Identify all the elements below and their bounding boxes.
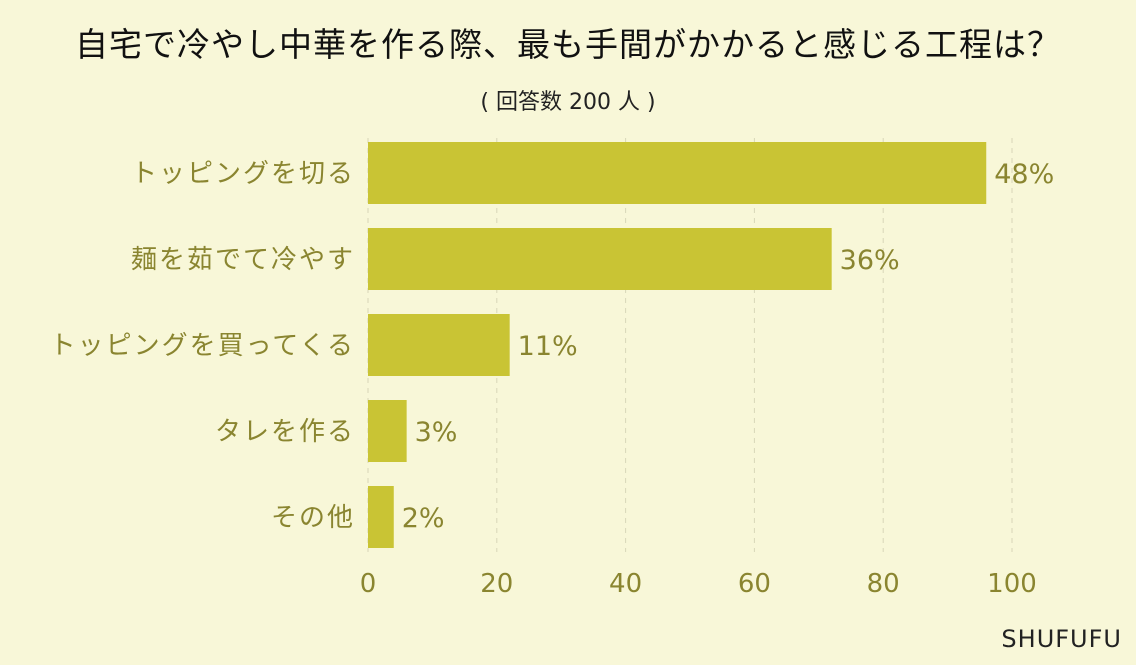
bar <box>368 228 832 290</box>
value-labels: 48% 36% 11% 3% 2% <box>402 159 1054 534</box>
category-label: トッピングを買ってくる <box>50 331 355 361</box>
chart-subtitle: ( 回答数 200 人 ) <box>480 90 656 115</box>
x-tick-label: 20 <box>480 569 513 599</box>
bar <box>368 486 394 548</box>
x-tick-label: 0 <box>360 569 377 599</box>
x-tick-label: 60 <box>738 569 771 599</box>
value-label: 11% <box>518 331 578 362</box>
value-label: 48% <box>994 159 1054 190</box>
x-tick-label: 40 <box>609 569 642 599</box>
category-label: トッピングを切る <box>131 159 355 189</box>
category-label: 麺を茹でて冷やす <box>131 245 355 275</box>
x-axis-ticks: 0 20 40 60 80 100 <box>360 569 1037 599</box>
bars <box>368 142 987 548</box>
credit-logo-text: SHUFUFU <box>1001 625 1122 653</box>
bar <box>368 314 510 376</box>
x-tick-label: 80 <box>867 569 900 599</box>
bar <box>368 142 987 204</box>
category-label: その他 <box>271 503 355 533</box>
category-label: タレを作る <box>215 417 355 447</box>
value-label: 2% <box>402 503 445 534</box>
bar <box>368 400 407 462</box>
value-label: 36% <box>840 245 900 276</box>
gridlines <box>367 138 1013 552</box>
chart-title: 自宅で冷やし中華を作る際、最も手間がかかると感じる工程は？ <box>75 25 1061 64</box>
value-label: 3% <box>415 417 458 448</box>
x-tick-label: 100 <box>987 569 1037 599</box>
